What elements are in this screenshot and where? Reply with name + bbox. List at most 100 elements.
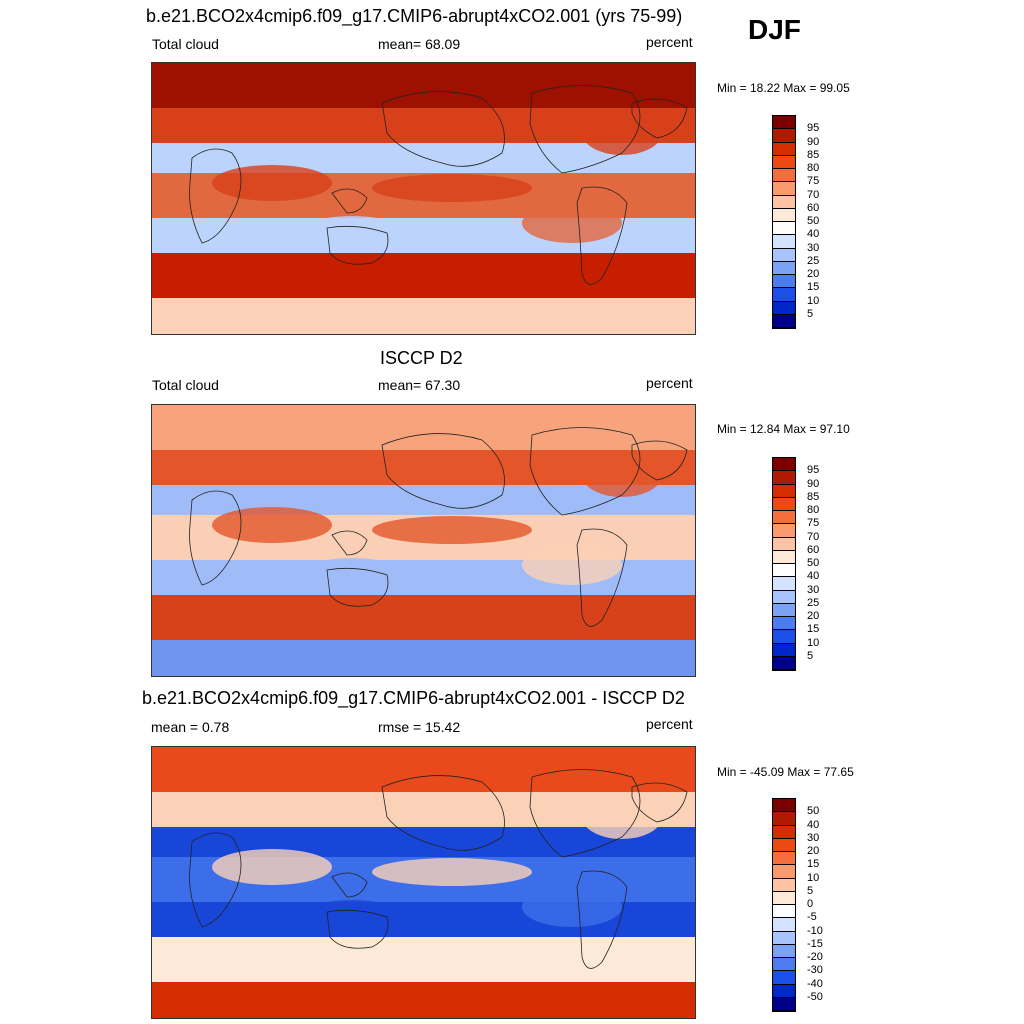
colorbar-box — [773, 195, 795, 209]
map-blob — [582, 111, 662, 155]
colorbar-label: 15 — [807, 281, 820, 294]
colorbar-label: 60 — [807, 543, 820, 556]
colorbar-box — [773, 288, 795, 302]
colorbar-box — [773, 497, 795, 511]
colorbar-box — [773, 643, 795, 657]
colorbar-box — [773, 511, 795, 525]
coastline — [529, 85, 641, 174]
panel-3-minmax-label: Min = -45.09 Max = 77.65 — [717, 765, 854, 779]
colorbar-label: 80 — [807, 162, 820, 174]
panel-1-mean-label: mean= 68.09 — [378, 36, 461, 52]
colorbar-box — [773, 248, 795, 262]
panel-1-map — [151, 62, 696, 335]
colorbar-label: 20 — [807, 610, 820, 622]
colorbar-box — [773, 222, 795, 236]
colorbar-label: 5 — [807, 307, 814, 320]
panel-2-colorbar: 95 90 85 80 75 70 60 50 40 30 25 20 15 10 5 — [772, 457, 819, 671]
colorbar-label: 40 — [807, 570, 820, 583]
panel-1-variable-label: Total cloud — [152, 36, 219, 52]
colorbar-label: 70 — [807, 530, 820, 543]
colorbar-label: 95 — [807, 464, 820, 477]
map-band — [152, 63, 695, 108]
colorbar-label: 75 — [807, 175, 820, 188]
colorbar-box — [773, 182, 795, 196]
map-band — [152, 982, 695, 1018]
panel-3-mean-label: mean = 0.78 — [151, 719, 230, 735]
colorbar-label: 90 — [807, 477, 820, 490]
colorbar-box — [773, 944, 795, 958]
colorbar-box — [773, 235, 795, 249]
map-field — [152, 405, 695, 676]
colorbar-label: -50 — [807, 990, 823, 1003]
coastline — [331, 188, 368, 214]
colorbar-label: 50 — [807, 557, 820, 569]
colorbar-box — [773, 997, 795, 1011]
map-blob — [372, 858, 532, 886]
map-blob — [307, 558, 397, 582]
colorbar-box — [773, 958, 795, 972]
colorbar-box — [773, 812, 795, 826]
colorbar-box — [773, 537, 795, 551]
coastline — [189, 832, 242, 928]
colorbar-box — [773, 852, 795, 866]
colorbar-box — [773, 155, 795, 169]
colorbar-box — [773, 116, 795, 130]
colorbar-box — [773, 169, 795, 183]
colorbar-box — [773, 971, 795, 985]
colorbar-label: -15 — [807, 937, 823, 950]
colorbar-label: 90 — [807, 135, 820, 148]
coastline — [189, 490, 242, 586]
coastline — [381, 433, 505, 509]
colorbar-label: 75 — [807, 517, 820, 530]
colorbar-box — [773, 799, 795, 813]
panel-1-minmax-label: Min = 18.22 Max = 99.05 — [717, 81, 850, 95]
colorbar-label: 80 — [807, 504, 820, 516]
colorbar-label: 25 — [807, 254, 820, 267]
map-band — [152, 405, 695, 450]
coastline — [381, 775, 505, 851]
colorbar-label: -40 — [807, 977, 823, 990]
colorbar-label: 15 — [807, 858, 820, 871]
map-blob — [522, 203, 622, 243]
colorbar-box — [773, 484, 795, 498]
panel-3-units-label: percent — [646, 716, 693, 732]
season-label: DJF — [748, 14, 801, 45]
coastline — [331, 530, 368, 556]
colorbar-box — [773, 301, 795, 315]
colorbar-label: 10 — [807, 871, 820, 884]
colorbar-label: -5 — [807, 911, 817, 924]
coastline — [529, 427, 641, 516]
colorbar-box — [773, 825, 795, 839]
colorbar-box — [773, 918, 795, 932]
map-blob — [582, 795, 662, 839]
colorbar-label: 5 — [807, 884, 814, 897]
colorbar-label: 50 — [807, 215, 820, 227]
colorbar-box — [773, 471, 795, 485]
colorbar-box — [773, 142, 795, 156]
colorbar-box — [773, 129, 795, 143]
colorbar-label: 20 — [807, 845, 820, 857]
colorbar-box — [773, 905, 795, 919]
colorbar-label: 95 — [807, 122, 820, 135]
colorbar-label: 40 — [807, 228, 820, 241]
panel-1-colorbar: 95 90 85 80 75 70 60 50 40 30 25 20 15 10 5 — [772, 115, 819, 329]
colorbar-label: 5 — [807, 649, 814, 662]
coastline — [331, 872, 368, 898]
colorbar-box — [773, 458, 795, 472]
map-blob — [307, 900, 397, 924]
coastline — [576, 186, 628, 285]
map-blob — [212, 165, 332, 201]
colorbar-box — [773, 550, 795, 564]
colorbar-box — [773, 564, 795, 578]
colorbar-box — [773, 617, 795, 631]
colorbar-box — [773, 208, 795, 222]
map-band — [152, 595, 695, 640]
colorbar-box — [773, 891, 795, 905]
colorbar-label: 30 — [807, 831, 820, 844]
coastline — [529, 769, 641, 858]
coastline — [631, 98, 688, 139]
colorbar-label: 70 — [807, 188, 820, 201]
coastline — [631, 440, 688, 481]
coastline — [576, 870, 628, 969]
colorbar-box — [773, 865, 795, 879]
